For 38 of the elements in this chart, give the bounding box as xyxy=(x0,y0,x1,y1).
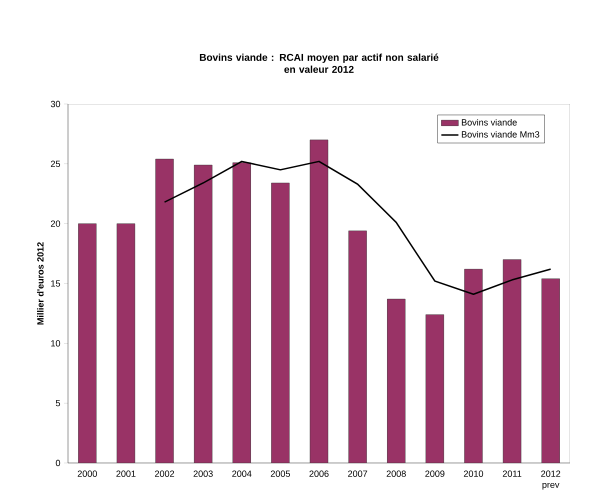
x-tick-label: 2011 xyxy=(502,470,522,477)
bar xyxy=(464,268,483,463)
bar xyxy=(310,140,328,463)
bar xyxy=(348,230,367,463)
line-series xyxy=(164,160,552,296)
bar xyxy=(271,182,290,463)
bar xyxy=(232,162,251,463)
chart-title: Bovins viande : RCAI moyen par actif non salarié en valeur 2012 xyxy=(200,53,438,73)
x-tick-label: 2004 xyxy=(232,470,252,477)
x-tick-label: 2002 xyxy=(154,470,174,477)
x-tick-label: 2010 xyxy=(464,470,484,477)
x-tick-label: 2012 prev xyxy=(541,470,560,490)
bar xyxy=(426,314,444,463)
x-tick-label: 2001 xyxy=(116,470,136,477)
y-axis-title: Millier d'euros 2012 xyxy=(36,242,44,324)
bar xyxy=(502,259,522,463)
x-tick-label: 2008 xyxy=(386,470,406,477)
y-tick-label: 0 xyxy=(56,460,60,466)
legend-label: Bovins viande xyxy=(462,118,517,126)
y-tick-label: 30 xyxy=(50,100,60,108)
bar xyxy=(78,223,97,463)
x-tick-label: 2006 xyxy=(309,470,329,477)
x-tick-label: 2007 xyxy=(348,470,368,477)
bar xyxy=(541,278,560,463)
bar xyxy=(116,223,136,463)
bar xyxy=(387,298,406,463)
y-tick-label: 15 xyxy=(51,280,60,287)
x-tick-label: 2005 xyxy=(270,470,290,477)
y-tick-label: 5 xyxy=(56,400,60,406)
x-tick-label: 2003 xyxy=(194,470,213,477)
bar xyxy=(155,158,174,463)
y-tick-label: 20 xyxy=(50,220,60,227)
bar xyxy=(194,164,212,463)
legend-label: Bovins viande Mm3 xyxy=(462,130,540,138)
x-tick-label: 2000 xyxy=(78,470,97,477)
y-tick-label: 25 xyxy=(50,160,60,168)
x-tick-label: 2009 xyxy=(425,470,444,477)
y-tick-label: 10 xyxy=(51,340,60,347)
